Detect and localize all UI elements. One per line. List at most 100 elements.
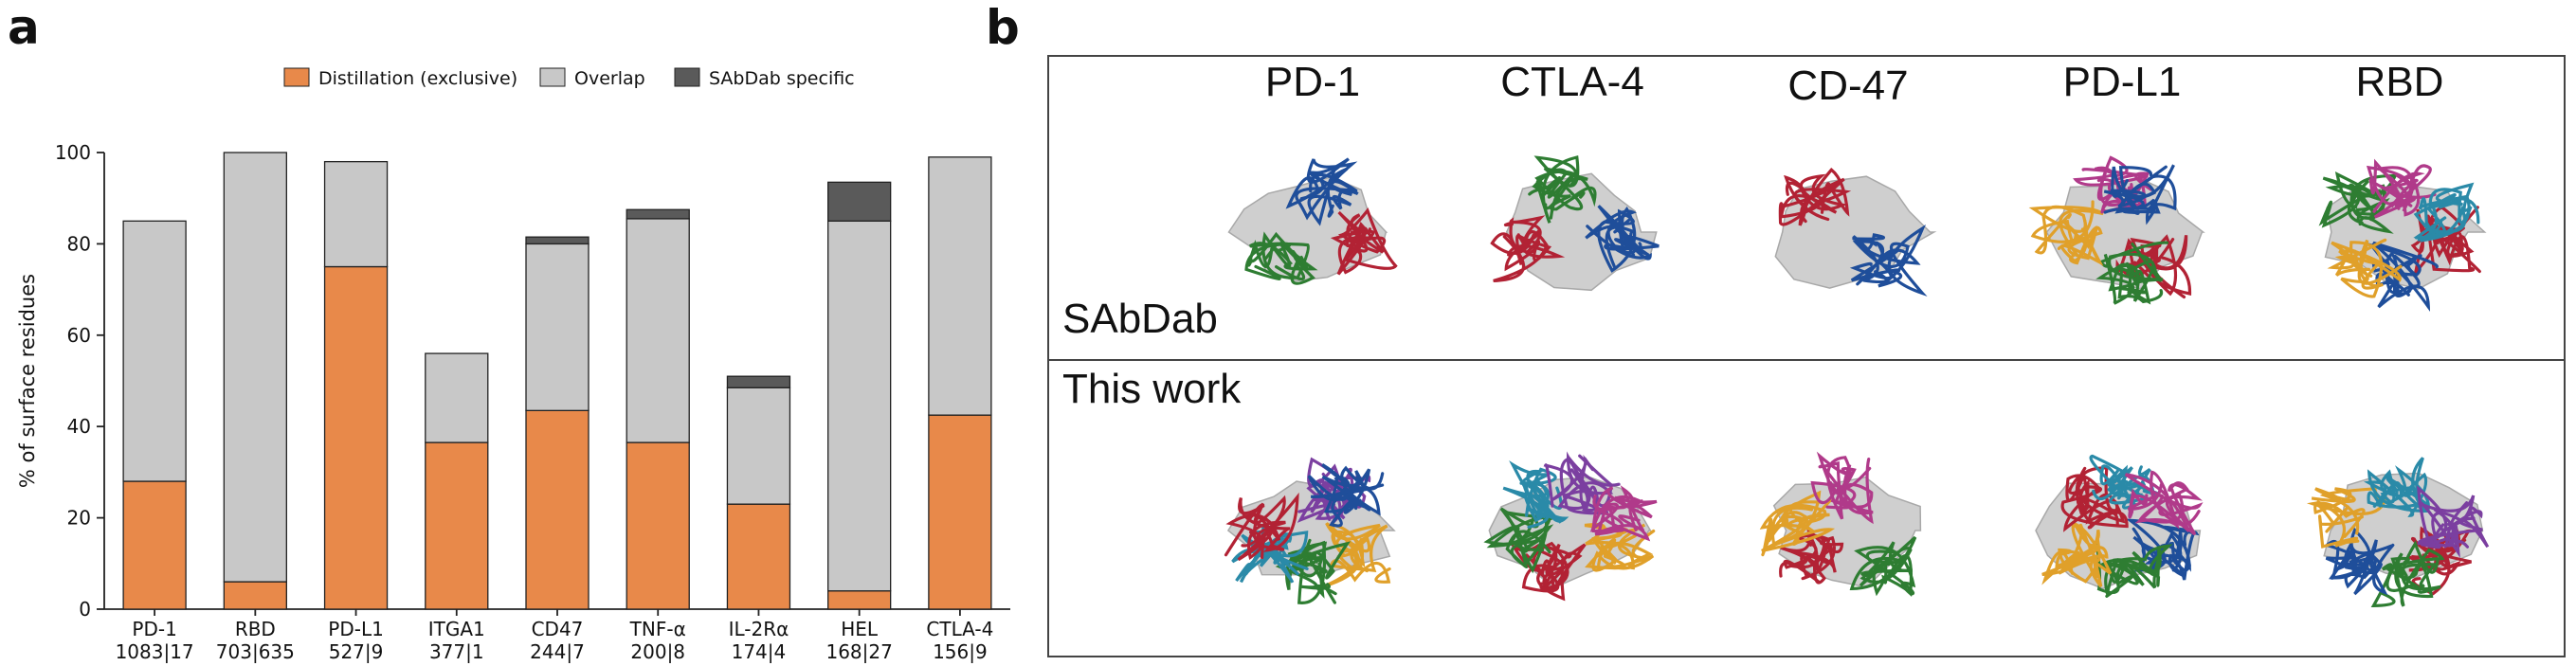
bar-segment — [928, 414, 992, 610]
x-tick-label: ITGA1 — [428, 618, 485, 640]
legend-label: SAbDab specific — [709, 68, 855, 89]
antibody-chain — [2141, 531, 2191, 578]
antigen-surface — [1774, 175, 1937, 289]
antibody-chain — [2386, 552, 2434, 599]
x-tick-sublabel: 527|9 — [329, 640, 384, 663]
protein-structure-pd1-sabdab — [1227, 157, 1398, 285]
antibody-chain — [2418, 495, 2476, 559]
antibody-chain — [2329, 542, 2377, 589]
protein-structure-pdl1-thiswork — [2035, 454, 2204, 598]
bar-segment — [726, 387, 791, 505]
x-tick-sublabel: 168|27 — [825, 640, 892, 663]
antibody-chain — [2118, 165, 2177, 225]
panel-b-letter: b — [986, 0, 1020, 55]
target-label: PD-L1 — [2062, 59, 2182, 105]
antibody-chain — [1503, 215, 1566, 259]
bar-segment — [525, 409, 590, 610]
bar-segment — [827, 181, 892, 222]
antibody-chain — [1778, 177, 1852, 226]
antibody-chain — [1584, 523, 1654, 571]
protein-structure-cd47-sabdab — [1774, 167, 1937, 297]
antibody-chain — [1249, 242, 1318, 285]
antibody-chain — [2041, 524, 2103, 588]
legend-label: Distillation (exclusive) — [318, 68, 517, 89]
x-tick-sublabel: 703|635 — [216, 640, 295, 663]
antibody-chain — [1509, 460, 1563, 520]
bar-segment — [323, 160, 389, 268]
antibody-chain — [2103, 166, 2157, 214]
antibody-chain — [2367, 243, 2422, 295]
antibody-chain — [1597, 207, 1637, 273]
y-tick-label: 100 — [55, 141, 91, 164]
antibody-chain — [2108, 262, 2164, 304]
antibody-chain — [2411, 526, 2472, 576]
row-label: This work — [1062, 366, 1242, 412]
antibody-chain — [2095, 542, 2145, 595]
antibody-chain — [1307, 166, 1359, 226]
target-label: RBD — [2355, 59, 2444, 105]
antibody-chain — [2092, 464, 2133, 501]
bar-segment — [626, 441, 690, 610]
legend-swatch — [283, 67, 310, 87]
x-tick-label: CD47 — [532, 618, 584, 640]
antibody-chain — [2089, 454, 2151, 510]
antibody-chain — [2316, 500, 2364, 549]
antibody-chain — [1859, 541, 1914, 597]
antibody-chain — [1224, 492, 1299, 557]
antibody-chain — [1810, 458, 1874, 525]
antibody-chain — [1237, 495, 1286, 562]
x-tick-sublabel: 156|9 — [933, 640, 988, 663]
bar-segment — [425, 352, 489, 443]
bar-segment — [122, 220, 187, 482]
antibody-chain — [1483, 507, 1551, 569]
antibody-chain — [1285, 157, 1358, 209]
antibody-chain — [1295, 167, 1358, 221]
x-tick-sublabel: 244|7 — [530, 640, 585, 663]
protein-structure-rbd-sabdab — [2318, 158, 2487, 313]
stacked-bar-chart: 0 20 40 60 80 100 % of surface residues PD-1108… — [16, 67, 1010, 663]
antibody-chain — [2345, 539, 2395, 596]
y-tick-label: 80 — [67, 232, 91, 255]
antibody-chain — [1337, 207, 1398, 275]
antibody-chain — [2099, 546, 2162, 589]
y-tick-label: 60 — [67, 324, 91, 347]
antibody-chain — [2340, 239, 2384, 298]
antibody-chain — [2318, 171, 2384, 228]
antibody-chain — [2327, 238, 2402, 282]
protein-structure-rbd-thiswork — [2306, 457, 2490, 608]
antibody-chain — [2055, 521, 2113, 575]
x-tick-label: IL-2Rα — [729, 618, 789, 640]
antibody-chain — [1519, 467, 1569, 523]
legend-swatch — [539, 67, 566, 87]
antibody-chain — [1854, 546, 1916, 597]
antibody-chain — [1244, 530, 1295, 584]
x-tick-sublabel: 200|8 — [630, 640, 685, 663]
x-tick-label: TNF-α — [629, 618, 686, 640]
antibody-chain — [1761, 511, 1836, 557]
y-axis-label: % of surface residues — [16, 274, 39, 488]
bar-segment — [726, 503, 791, 610]
bar-segment — [827, 220, 892, 592]
target-label: CTLA-4 — [1500, 59, 1644, 105]
protein-structure-ctla4-thiswork — [1483, 451, 1658, 602]
x-tick-sublabel: 174|4 — [732, 640, 787, 663]
antibody-chain — [1275, 541, 1351, 604]
antibody-chain — [1490, 230, 1549, 282]
antibody-chain — [1307, 457, 1347, 521]
bar-segment — [626, 208, 690, 220]
bar-segment — [928, 156, 992, 416]
antibody-chain — [1534, 167, 1597, 220]
antibody-chain — [2370, 548, 2445, 608]
antibody-chain — [2127, 470, 2201, 530]
antibody-chain — [2041, 544, 2109, 584]
x-tick-label: CTLA-4 — [926, 618, 993, 640]
antibody-chain — [2034, 205, 2104, 266]
bar-segment — [626, 218, 690, 443]
antibody-chain — [1784, 167, 1850, 226]
protein-structure-pd1-thiswork — [1224, 457, 1396, 604]
antibody-chain — [1585, 205, 1652, 261]
bar-segment — [223, 581, 287, 610]
x-tick-sublabel: 377|1 — [429, 640, 484, 663]
x-tick-sublabel: 1083|17 — [116, 640, 194, 663]
antibody-chain — [1594, 485, 1651, 542]
